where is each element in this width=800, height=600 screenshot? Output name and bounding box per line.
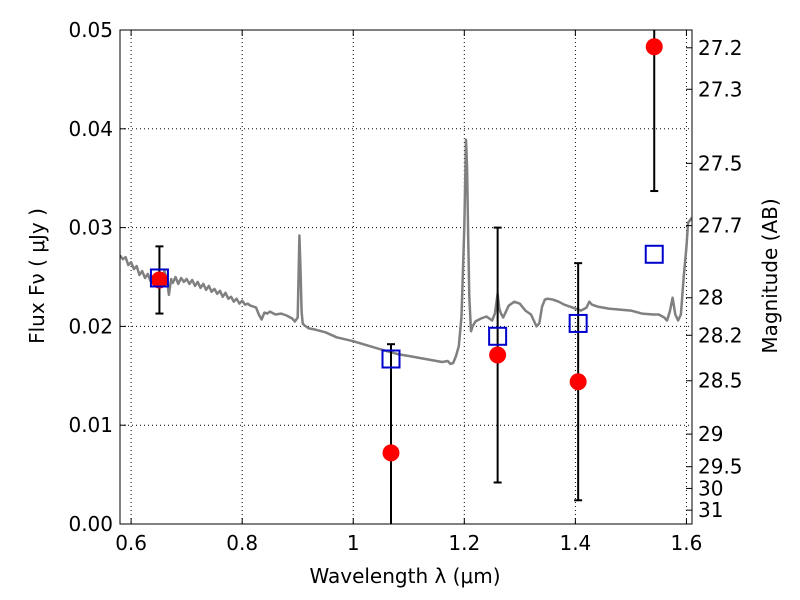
observed-point [382,444,400,462]
x-axis-title: Wavelength λ (μm) [309,564,500,588]
y-tick-label: 0.02 [68,314,113,338]
x-tick-label: 1.4 [559,531,591,555]
x-tick-label: 0.6 [115,531,147,555]
x-tick-label: 1.6 [671,531,703,555]
y-axis-title: Flux Fν ( μJy ) [25,208,49,344]
plot-frame [119,29,693,525]
right-tick-label: 29 [698,422,723,446]
right-tick-label: 31 [698,498,723,522]
right-tick-label: 28 [698,286,723,310]
right-tick-label: 28.5 [698,369,743,393]
axis-ticks: 0.6 0.8 1 1.2 1.4 1.6 0.00 0.01 0.02 0.03 0.04 0.05… [68,18,742,555]
right-tick-label: 27.3 [698,77,743,101]
right-tick-label: 30 [698,476,723,500]
right-tick-label: 27.2 [698,36,743,60]
right-tick-label: 27.5 [698,151,743,175]
model-photometry-square [488,326,508,346]
observed-point [489,346,507,364]
model-photometry-square [644,244,664,264]
model-photometry-square [381,349,401,369]
model-photometry-square [149,268,169,288]
y-tick-label: 0.03 [68,216,113,240]
right-tick-label: 29.5 [698,455,743,479]
y-tick-label: 0.04 [68,117,113,141]
y-tick-label: 0.01 [68,413,113,437]
x-tick-label: 1.2 [448,531,480,555]
x-tick-label: 0.8 [226,531,258,555]
x-tick-label: 1 [347,531,360,555]
observed-point [645,38,663,56]
right-axis-title: Magnitude (AB) [758,198,782,353]
right-tick-label: 28.2 [698,323,743,347]
plot-data [120,30,692,524]
observed-point [569,373,587,391]
right-tick-label: 27.7 [698,214,743,238]
grid-lines [120,29,692,525]
y-tick-label: 0.00 [68,512,113,536]
model-photometry-square [568,313,588,333]
model-spectrum-line [120,138,692,366]
y-tick-label: 0.05 [68,18,113,42]
